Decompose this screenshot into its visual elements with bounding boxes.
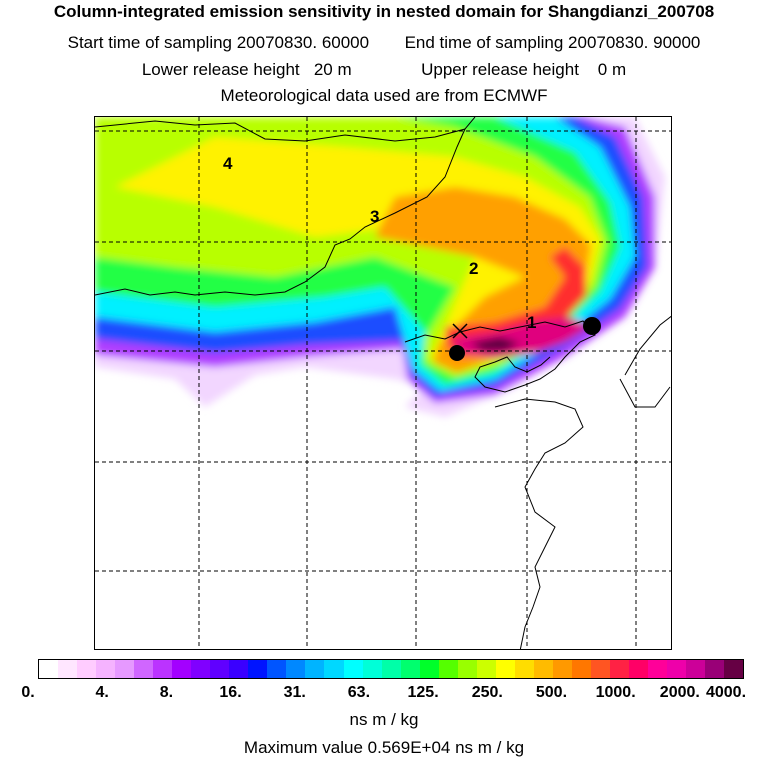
release-markers (449, 317, 601, 361)
color-scale-segment (571, 660, 591, 678)
color-scale-segment (267, 660, 287, 678)
color-scale-unit: ns m / kg (349, 710, 419, 729)
color-scale-segment (77, 660, 97, 678)
color-scale-tick-label: 500. (535, 684, 568, 701)
plume-level-red (445, 247, 587, 357)
color-scale-tick-label: 4000. (705, 684, 747, 701)
color-scale-segment (457, 660, 477, 678)
color-scale-bar (38, 659, 744, 679)
color-scale-segment (381, 660, 401, 678)
plume-level-dark-purple (470, 337, 520, 351)
color-scale-segment (628, 660, 648, 678)
color-scale-segment (229, 660, 249, 678)
color-scale-segment (552, 660, 572, 678)
color-scale-segment (96, 660, 116, 678)
coastlines (95, 117, 671, 649)
plot-title: Column-integrated emission sensitivity i… (53, 2, 715, 21)
contour-labels: 4 3 2 1 (223, 154, 536, 332)
color-scale-segment (419, 660, 439, 678)
color-scale-segment (191, 660, 211, 678)
color-scale-segment (324, 660, 344, 678)
color-scale-segment (533, 660, 553, 678)
color-scale-segment (134, 660, 154, 678)
maximum-value: Maximum value 0.569E+04 ns m / kg (243, 738, 525, 757)
release-heights: Lower release height 20 m Upper release … (0, 60, 768, 80)
upper-release-height: Upper release height 0 m (421, 60, 627, 79)
color-scale-tick-label: 1000. (595, 684, 636, 701)
color-scale-segment (724, 660, 744, 678)
color-scale-segment (438, 660, 458, 678)
color-scale-segment (609, 660, 629, 678)
release-site-marker[interactable] (449, 345, 465, 361)
color-scale-tick-label: 2000. (659, 684, 700, 701)
contour-label-1: 1 (527, 313, 536, 332)
color-scale-segment (305, 660, 325, 678)
color-scale-tick-label: 8. (159, 684, 174, 701)
color-scale-segment (495, 660, 515, 678)
color-scale-segment (343, 660, 363, 678)
end-time: End time of sampling 20070830. 90000 (404, 33, 701, 52)
color-scale-segment (686, 660, 706, 678)
color-scale-segment (286, 660, 306, 678)
plume-field (95, 117, 665, 417)
color-scale-segment (400, 660, 420, 678)
color-scale-segment (590, 660, 610, 678)
color-scale-segment (172, 660, 192, 678)
color-scale-segment (115, 660, 135, 678)
color-scale-segment (705, 660, 725, 678)
map-panel[interactable]: 4 3 2 1 (94, 116, 672, 650)
color-scale-segment (248, 660, 268, 678)
color-scale-segment (362, 660, 382, 678)
color-scale-tick-label: 250. (471, 684, 503, 701)
met-data-source: Meteorological data used are from ECMWF (220, 86, 548, 105)
color-scale-segment (648, 660, 668, 678)
color-scale-tick-label: 16. (219, 684, 242, 701)
receptor-site-marker[interactable] (583, 317, 601, 335)
lower-release-height: Lower release height 20 m (141, 60, 352, 79)
cross-marker (452, 323, 468, 339)
color-scale-ticks: 0. 4. 8. 16. 31. 63. 125. 250. 500. 1000. 2000. 400… (0, 684, 768, 704)
sampling-times: Start time of sampling 20070830. 60000 E… (0, 33, 768, 53)
color-scale-tick-label: 63. (347, 684, 371, 701)
color-scale-segment (667, 660, 687, 678)
start-time: Start time of sampling 20070830. 60000 (67, 33, 370, 52)
color-scale-tick-label: 125. (407, 684, 439, 701)
color-scale-segment (476, 660, 496, 678)
contour-label-2: 2 (469, 259, 478, 278)
color-scale-segment (514, 660, 534, 678)
color-scale-segment (153, 660, 173, 678)
color-scale-tick-label: 4. (95, 684, 109, 701)
color-scale-segment (39, 660, 59, 678)
color-scale-segment (210, 660, 230, 678)
color-scale-segment (58, 660, 78, 678)
color-scale-tick-label: 0. (21, 684, 35, 701)
color-scale-tick-label: 31. (283, 684, 306, 701)
sensitivity-map: 4 3 2 1 (95, 117, 671, 649)
contour-label-4: 4 (223, 154, 233, 173)
contour-label-3: 3 (370, 207, 379, 226)
